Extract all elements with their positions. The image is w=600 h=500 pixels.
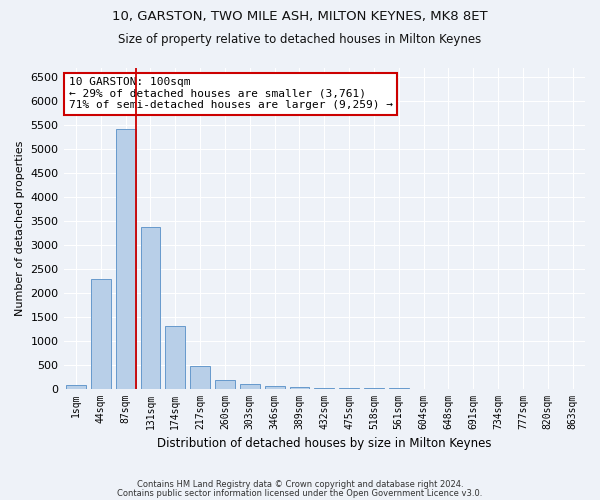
Text: 10 GARSTON: 100sqm
← 29% of detached houses are smaller (3,761)
71% of semi-deta: 10 GARSTON: 100sqm ← 29% of detached hou… bbox=[69, 77, 393, 110]
Bar bbox=[116, 129, 136, 388]
Text: 10, GARSTON, TWO MILE ASH, MILTON KEYNES, MK8 8ET: 10, GARSTON, TWO MILE ASH, MILTON KEYNES… bbox=[112, 10, 488, 23]
Bar bbox=[240, 384, 260, 388]
Bar bbox=[290, 387, 310, 388]
Bar bbox=[166, 326, 185, 388]
Bar bbox=[265, 386, 284, 388]
Bar bbox=[190, 366, 210, 388]
Text: Contains HM Land Registry data © Crown copyright and database right 2024.: Contains HM Land Registry data © Crown c… bbox=[137, 480, 463, 489]
Text: Size of property relative to detached houses in Milton Keynes: Size of property relative to detached ho… bbox=[118, 32, 482, 46]
Bar bbox=[66, 385, 86, 388]
Bar bbox=[215, 380, 235, 388]
X-axis label: Distribution of detached houses by size in Milton Keynes: Distribution of detached houses by size … bbox=[157, 437, 491, 450]
Bar bbox=[91, 280, 111, 388]
Bar bbox=[140, 226, 160, 388]
Text: Contains public sector information licensed under the Open Government Licence v3: Contains public sector information licen… bbox=[118, 489, 482, 498]
Y-axis label: Number of detached properties: Number of detached properties bbox=[15, 140, 25, 316]
